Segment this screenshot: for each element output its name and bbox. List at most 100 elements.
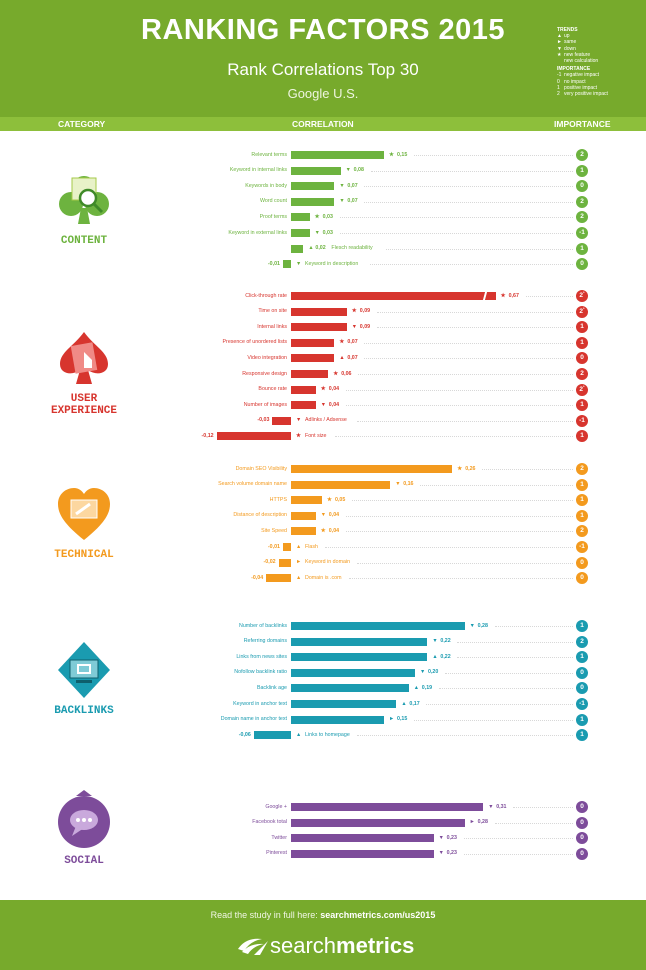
column-importance: IMPORTANCE [554,119,611,129]
bar [291,637,428,646]
leader-dots [420,484,573,486]
factor-value: 0,06 [341,370,352,377]
factor-value: 0,28 [477,622,488,629]
importance-badge: 0 [576,847,588,860]
importance-badge: -1 [576,698,588,710]
importance-badge: 0 [576,352,588,365]
importance-badge: 1 [576,321,588,334]
bar [291,834,434,843]
factor-label: Keyword in anchor text [233,700,287,707]
factor-value: 0,22 [440,653,451,660]
importance-badge: 2 [576,195,588,208]
leader-dots [352,500,573,502]
legend-importance-item: 2 very positive impact [557,91,608,97]
trend-up-icon: ▲ [296,543,302,550]
bar [278,558,291,567]
trend-new-icon: ★ [320,386,326,393]
trend-down-icon: ▼ [320,512,327,519]
leader-dots [426,704,573,705]
factor-value: 0,07 [347,339,358,346]
trend-down-icon: ▼ [488,803,494,810]
study-link[interactable]: searchmetrics.com/us2015 [320,910,436,920]
leader-dots [364,358,573,360]
factor-label: Keywords in body [245,182,287,189]
leader-dots [356,420,573,422]
factor-label: Keyword in domain [305,559,351,566]
leader-dots [345,531,573,533]
logo-swoosh-icon [238,938,268,955]
importance-badge: 1 [576,713,588,726]
factor-value: -0,02 [263,559,276,566]
factor-label: Links to homepage [305,731,350,738]
trend-down-icon: ▼ [339,198,345,205]
importance-badge: 1 [576,620,588,632]
importance-badge: 0 [576,666,588,679]
bar [253,731,291,740]
category-content: CONTENT [32,170,136,247]
leader-dots [356,735,573,737]
importance-badge: 0 [576,682,588,695]
trend-same-icon: ► [296,559,302,566]
factor-value: 0,04 [328,527,340,534]
trend-down-icon: ▼ [296,260,302,267]
leader-dots [339,233,573,234]
importance-badge: 1 [576,242,588,255]
importance-badge: 1 [576,430,588,443]
leader-dots [438,688,573,690]
importance-badge: 0 [576,801,588,813]
bar [291,803,484,811]
trend-down-icon: ▼ [314,229,320,236]
factor-value: 0,22 [440,638,451,645]
leader-dots [356,562,573,564]
trend-new-icon: ★ [333,370,338,377]
trend-up-icon: ▲ [308,245,314,252]
leader-dots [414,719,573,721]
trend-up-icon: ▲ [413,684,420,691]
category-social: SOCIAL [32,790,136,867]
bar [291,385,316,394]
legend-importance-title: IMPORTANCE [557,66,591,73]
legend-importance-label: positive impact [564,84,598,91]
spade-touch-icon [32,328,136,393]
importance-badge: -1 [576,541,588,553]
legend-trend-label: new feature [564,51,591,58]
factor-value: 0,23 [446,850,457,857]
bar [291,151,384,159]
factor-value: 0,20 [428,669,439,676]
leader-dots [463,853,573,855]
factor-value: 0,26 [465,465,476,472]
trend-up-icon: ▲ [296,731,302,738]
star-icon: ★ [557,51,562,58]
factor-label: Proof terms [259,213,287,220]
factor-value: -0,03 [257,417,270,424]
factor-label: Keyword in internal links [229,167,287,174]
factor-value: 0,05 [335,496,346,503]
factor-label: Keyword in description [305,260,359,267]
importance-badge: 2 [576,368,588,380]
importance-badge: 0 [576,572,588,585]
up-triangle-icon: ▲ [557,33,562,40]
trend-down-icon: ▼ [438,850,444,857]
factor-value: 0,28 [477,819,488,826]
leader-dots [364,342,573,344]
category-name: SOCIAL [64,855,104,867]
category-name: USER EXPERIENCE [50,393,117,417]
factor-label: Bounce rate [258,386,287,393]
leader-dots [335,436,573,438]
factor-value: 0,16 [403,481,414,488]
trend-new-icon: ★ [320,527,326,534]
trend-up-icon: ▲ [401,700,407,707]
importance-badge: 2* [576,290,588,302]
factor-label: Search volume domain name [218,481,287,488]
trend-same-icon: ► [389,716,395,723]
legend: TRENDS ▲ up ► same ▼ down ★ new feature new calcu… [557,25,608,97]
category-name: CONTENT [60,235,108,247]
legend-trend-label: same [564,39,577,46]
bar [291,213,310,222]
factor-value: 0,15 [397,151,408,158]
leader-dots [494,822,573,824]
bar [291,370,329,378]
bar [283,260,291,269]
factor-value: 0,09 [359,323,371,330]
factor-label: Site Speed [261,527,287,534]
